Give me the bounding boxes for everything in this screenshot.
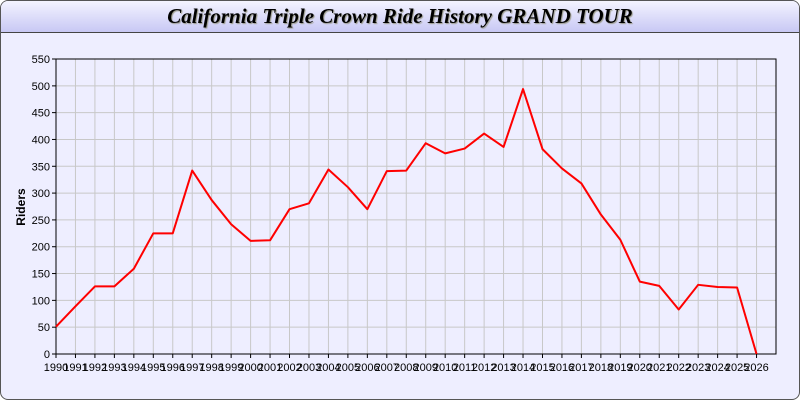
title-bar: California Triple Crown Ride History GRA… [1,1,799,33]
y-tick-label: 150 [32,269,50,281]
series [55,88,758,355]
x-tick-label: 1991 [63,362,87,374]
x-ticks: 1990199119921993199419951996199719981999… [44,354,769,374]
x-tick-label: 2000 [238,362,262,374]
y-tick-label: 350 [32,161,50,173]
x-tick-label: 2024 [705,362,729,374]
y-tick-label: 100 [32,295,50,307]
x-tick-label: 2004 [316,362,340,374]
x-tick-label: 2007 [375,362,399,374]
x-tick-label: 1993 [102,362,126,374]
x-tick-label: 2023 [686,362,710,374]
x-tick-label: 1995 [141,362,165,374]
y-tick-label: 300 [32,188,50,200]
x-tick-label: 1996 [161,362,185,374]
x-tick-label: 1998 [199,362,223,374]
y-tick-label: 50 [38,322,50,334]
x-tick-label: 2020 [628,362,652,374]
y-tick-label: 0 [44,349,50,361]
x-tick-label: 2019 [608,362,632,374]
x-tick-label: 2014 [511,362,535,374]
x-tick-label: 2013 [491,362,515,374]
x-tick-label: 2006 [355,362,379,374]
chart-title: California Triple Crown Ride History GRA… [167,4,633,28]
y-tick-label: 450 [32,108,50,120]
x-tick-label: 2026 [744,362,768,374]
x-tick-label: 2002 [277,362,301,374]
y-tick-label: 200 [32,242,50,254]
y-tick-label: 250 [32,215,50,227]
x-tick-label: 2018 [589,362,613,374]
x-tick-label: 2017 [569,362,593,374]
x-tick-label: 1999 [219,362,243,374]
x-tick-label: 2016 [550,362,574,374]
plot-area-border [55,58,777,355]
x-tick-label: 1992 [83,362,107,374]
y-axis-label: Riders [14,188,28,226]
x-tick-label: 2001 [258,362,282,374]
x-tick-label: 2003 [297,362,321,374]
x-tick-label: 2010 [433,362,457,374]
x-tick-label: 2025 [725,362,749,374]
x-tick-label: 1990 [44,362,68,374]
x-tick-label: 1994 [122,362,146,374]
x-tick-label: 2009 [413,362,437,374]
x-tick-label: 2011 [453,362,477,374]
x-tick-label: 2005 [336,362,360,374]
x-tick-label: 2008 [394,362,418,374]
y-tick-label: 400 [32,134,50,146]
y-ticks: 0 50 100 150 200 250 300 350 400 450 500 550 [32,54,56,361]
y-tick-label: 550 [32,54,50,66]
x-tick-label: 2012 [472,362,496,374]
x-tick-label: 2021 [647,362,671,374]
y-tick-label: 500 [32,81,50,93]
x-tick-label: 2015 [530,362,554,374]
x-tick-label: 1997 [180,362,204,374]
grid [55,58,776,355]
x-tick-label: 2022 [666,362,690,374]
